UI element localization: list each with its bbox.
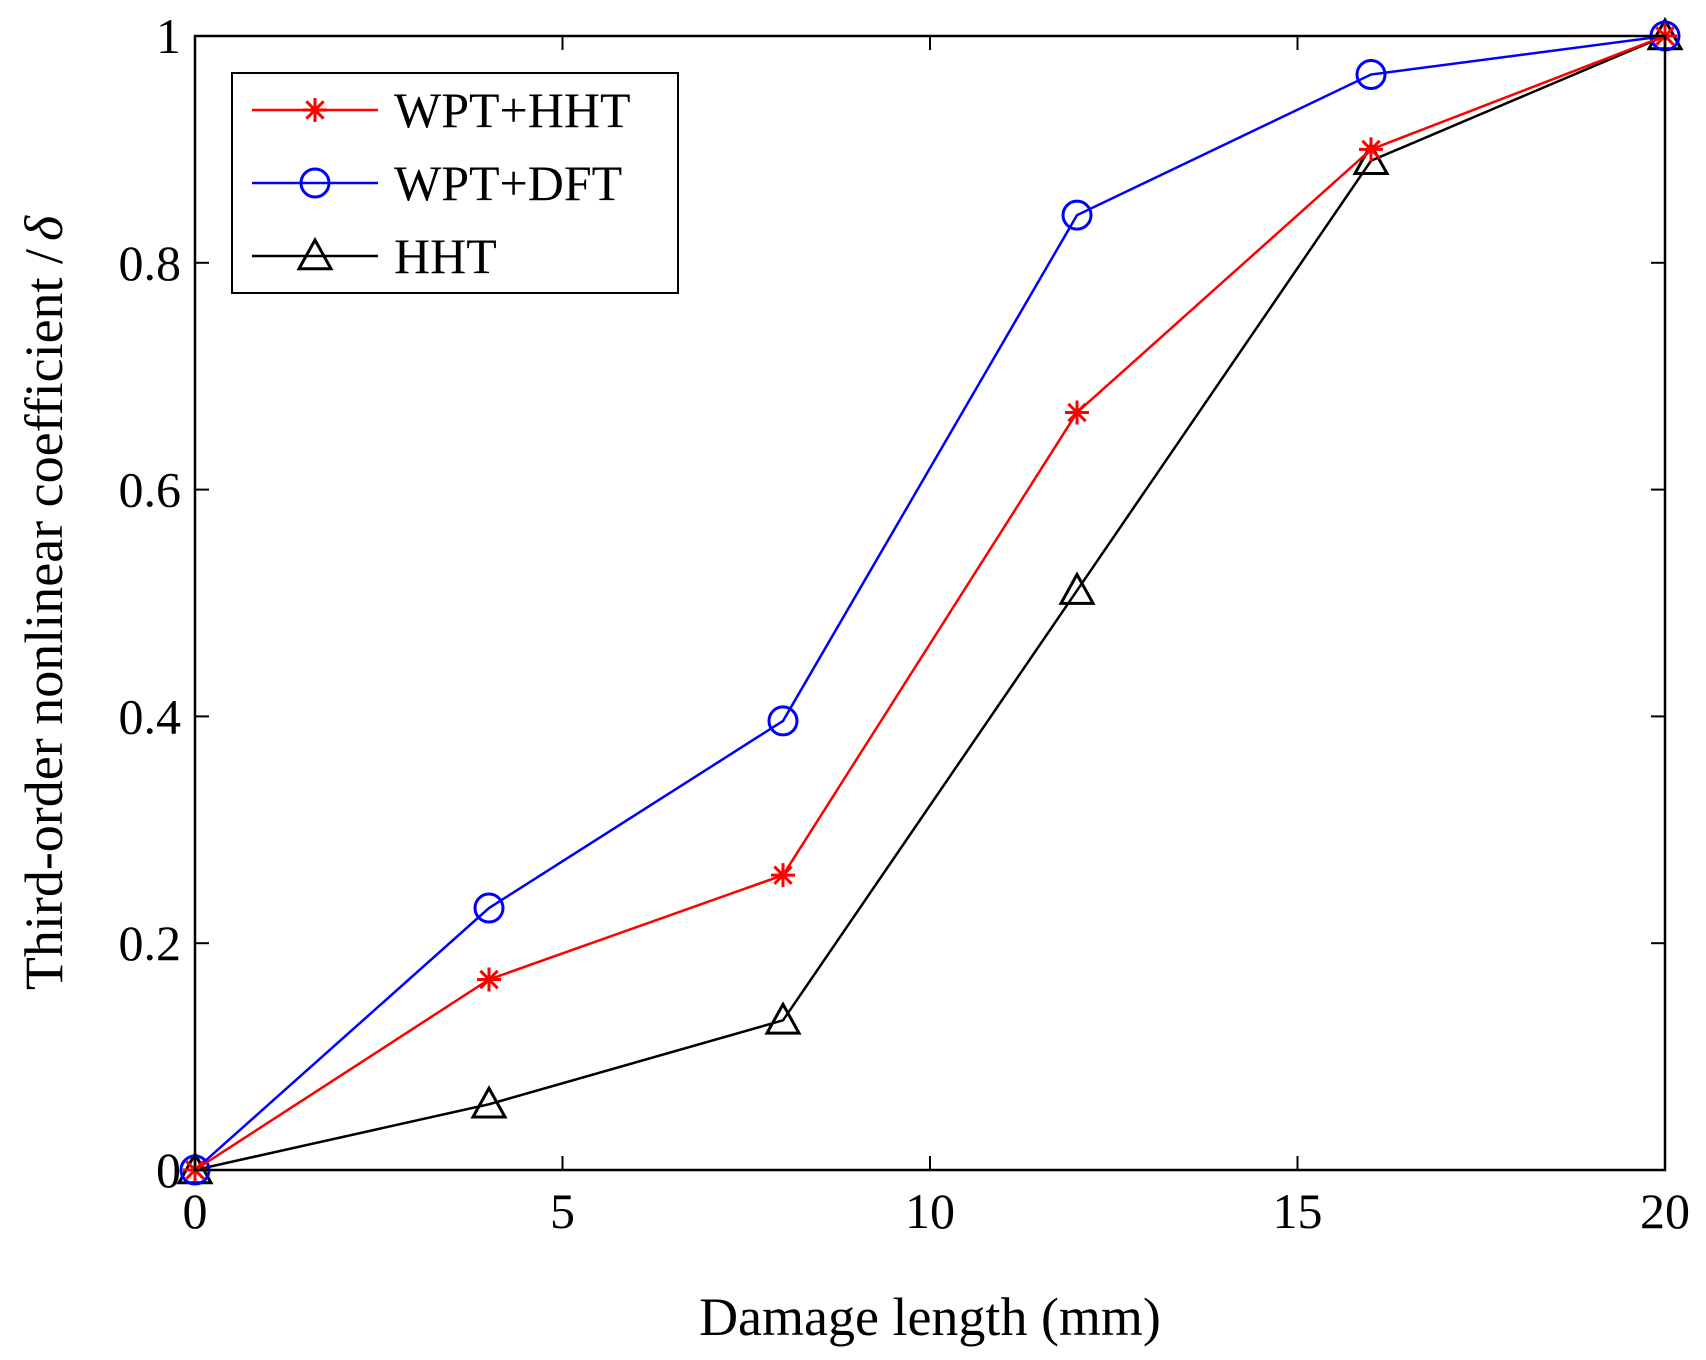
y-tick-label: 0.4 [119,688,182,744]
legend: WPT+HHT WPT+DFT HHT [231,72,679,294]
data-point [477,967,501,992]
data-point [1359,137,1383,162]
data-point [1352,141,1390,176]
axes-frame [193,34,1667,1172]
legend-item: HHT [252,228,497,284]
legend-label: HHT [394,228,497,284]
x-axis-title: Damage length (mm) [699,1287,1161,1347]
y-axis-title-symbol: δ [14,215,74,241]
legend-label: WPT+HHT [394,82,631,138]
x-axis: 0 5 10 15 20 [183,36,1690,1239]
legend-marker [296,236,334,271]
legend-marker [299,167,331,199]
x-tick-label: 15 [1273,1183,1323,1239]
data-point [1061,199,1093,231]
data-point [767,705,799,737]
y-tick-label: 0.6 [119,462,182,518]
series-layer [176,16,1684,1186]
data-point [473,892,505,924]
y-axis-title: Third-order nonlinear coefficient / δ [14,215,74,990]
y-tick-label: 1 [156,8,181,64]
data-point [1355,59,1387,91]
y-axis-title-main: Third-order nonlinear coefficient / [14,249,74,990]
y-axis: 0 0.2 0.4 0.6 0.8 1 [119,8,1665,1198]
data-point [1058,571,1096,605]
series-line [194,34,1666,1171]
x-tick-label: 20 [1640,1183,1690,1239]
y-tick-label: 0 [156,1142,181,1198]
series-wpt-dft [179,20,1681,1186]
y-tick-label: 0.8 [119,235,182,291]
data-point [1065,400,1089,425]
x-tick-label: 10 [905,1183,955,1239]
legend-item: WPT+DFT [252,155,622,211]
x-tick-label: 5 [550,1183,575,1239]
legend-marker [303,98,327,122]
x-tick-label: 0 [183,1183,208,1239]
data-point [771,863,795,888]
series-hht [176,16,1684,1185]
data-point [470,1085,508,1119]
y-tick-label: 0.2 [119,915,182,971]
series-line [194,34,1666,1172]
series-line [194,34,1666,1172]
data-point [764,1001,802,1035]
legend-label: WPT+DFT [394,155,622,211]
legend-item: WPT+HHT [252,82,631,138]
